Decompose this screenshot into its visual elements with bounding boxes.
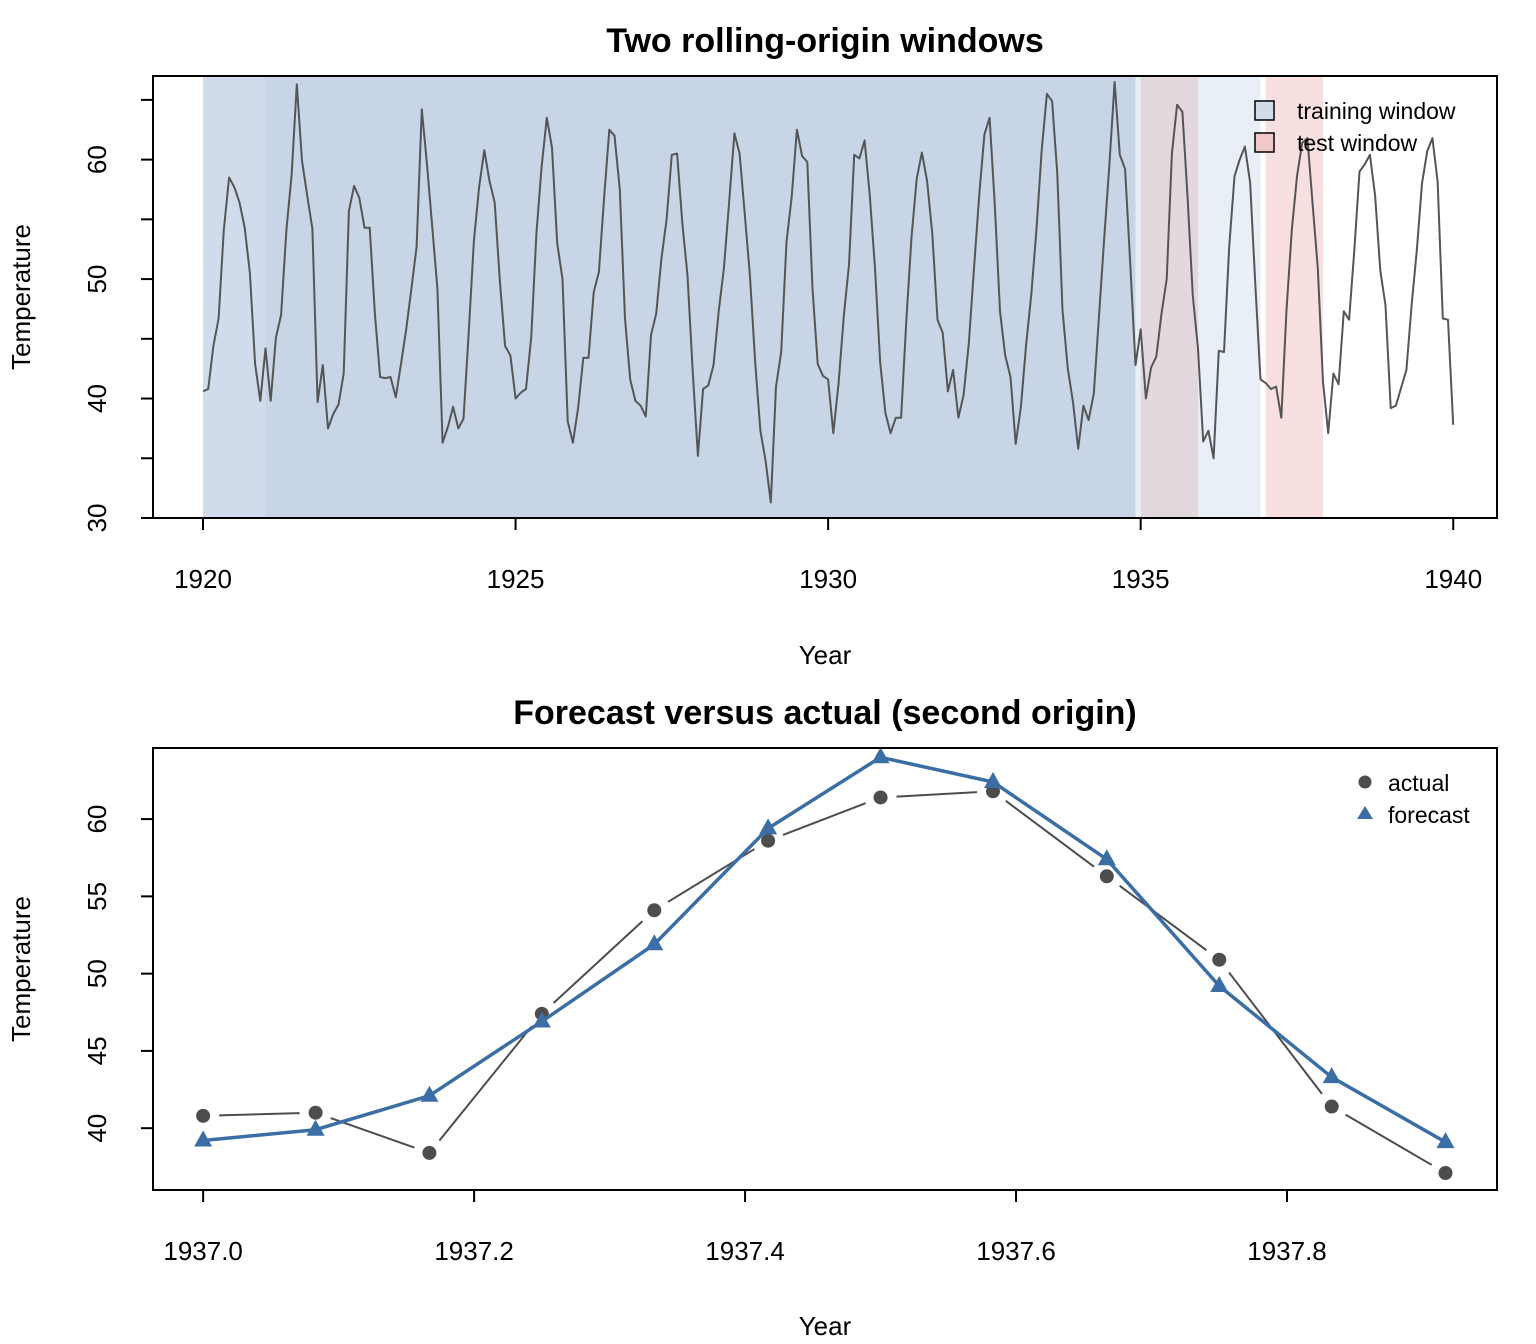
x-tick-label: 1935: [1112, 564, 1170, 594]
x-tick-label: 1937.8: [1247, 1236, 1327, 1266]
x-axis-label: Year: [799, 640, 852, 670]
legend: actual forecast: [1357, 770, 1470, 828]
forecast-point: [1210, 976, 1229, 992]
legend-swatch-training: [1254, 100, 1275, 121]
series-actual: [196, 784, 1453, 1180]
forecast-point: [759, 818, 778, 835]
actual-point: [196, 1108, 211, 1123]
forecast-point: [871, 747, 890, 764]
y-axis: 30 40 50 60: [82, 98, 154, 533]
legend-label-test: test window: [1297, 130, 1418, 156]
x-tick-label: 1920: [174, 564, 232, 594]
actual-segment: [1345, 1113, 1433, 1166]
y-tick-label: 40: [82, 1114, 112, 1143]
legend-label-forecast: forecast: [1388, 802, 1470, 828]
y-axis: 40 45 50 55 60: [82, 805, 154, 1143]
legend-marker-forecast: [1357, 806, 1373, 819]
x-tick-label: 1925: [487, 564, 545, 594]
legend-label-training: training window: [1297, 98, 1456, 124]
x-tick-label: 1937.2: [434, 1236, 514, 1266]
chart-title: Two rolling-origin windows: [606, 22, 1044, 60]
actual-segment: [1005, 800, 1095, 868]
actual-point: [1324, 1099, 1339, 1114]
y-tick-label: 40: [82, 384, 112, 413]
shaded-test-window-1: [1140, 76, 1199, 518]
y-tick-label: 60: [82, 805, 112, 834]
forecast-point: [194, 1130, 213, 1147]
x-axis-label: Year: [799, 1311, 852, 1341]
x-axis: 1937.0 1937.2 1937.4 1937.6 1937.8: [163, 1189, 1327, 1266]
actual-point: [1438, 1166, 1453, 1180]
y-axis-label: Temperature: [6, 896, 36, 1042]
x-tick-label: 1937.0: [163, 1236, 243, 1266]
actual-point: [1212, 952, 1227, 967]
x-tick-label: 1937.6: [976, 1236, 1056, 1266]
window-shading: [203, 76, 1324, 518]
actual-point: [1099, 869, 1114, 884]
legend-swatch-test: [1254, 132, 1275, 153]
actual-segment: [552, 920, 644, 1004]
actual-point: [873, 790, 888, 805]
forecast-point: [645, 934, 664, 951]
x-tick-label: 1930: [799, 564, 857, 594]
x-axis: 1920 1925 1930 1935 1940: [174, 517, 1482, 594]
chart-title: Forecast versus actual (second origin): [513, 694, 1137, 732]
panel-forecast-vs-actual: Forecast versus actual (second origin) 1…: [6, 694, 1498, 1341]
y-tick-label: 50: [82, 265, 112, 294]
legend: training window test window: [1254, 98, 1456, 156]
shaded-training-window-0: [203, 76, 1136, 518]
forecast-point: [420, 1085, 439, 1102]
x-tick-label: 1940: [1424, 564, 1482, 594]
temperature-line: [202, 81, 1455, 504]
actual-segment: [1119, 885, 1208, 951]
actual-segment: [219, 1112, 300, 1117]
forecast-point: [1097, 849, 1116, 866]
temperature-series: [202, 81, 1455, 504]
y-axis-label: Temperature: [6, 224, 36, 370]
forecast-point: [984, 772, 1002, 788]
series-forecast: [194, 747, 1455, 1149]
actual-point: [308, 1105, 323, 1120]
actual-point: [761, 833, 776, 848]
y-tick-label: 30: [82, 504, 112, 533]
plot-frame: [152, 747, 1498, 1191]
legend-label-actual: actual: [1388, 770, 1449, 796]
actual-point: [422, 1145, 437, 1160]
actual-point: [647, 903, 662, 918]
actual-segment: [330, 1117, 415, 1149]
forecast-point: [306, 1119, 325, 1136]
y-tick-label: 60: [82, 145, 112, 174]
shaded-test-window-3: [1265, 76, 1324, 518]
actual-segment: [782, 802, 866, 836]
y-tick-label: 55: [82, 882, 112, 911]
panel-rolling-windows: Two rolling-origin windows 1920 1925 1930 1…: [6, 22, 1498, 670]
forecast-point: [1436, 1132, 1455, 1149]
y-tick-label: 45: [82, 1036, 112, 1065]
legend-marker-actual: [1358, 775, 1372, 789]
forecast-point: [1322, 1067, 1341, 1084]
forecast-point: [532, 1011, 551, 1028]
forecast-line: [202, 755, 1447, 1144]
y-tick-label: 50: [82, 959, 112, 988]
x-tick-label: 1937.4: [705, 1236, 785, 1266]
actual-segment: [896, 791, 978, 798]
actual-segment: [438, 1025, 533, 1142]
